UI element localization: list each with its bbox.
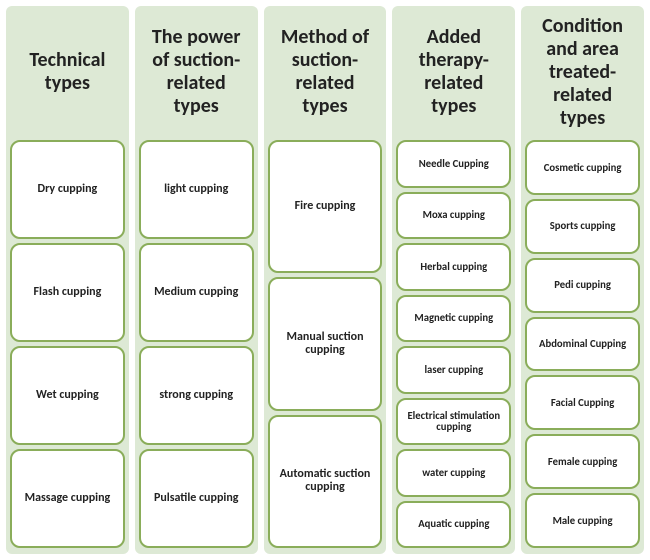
category-column: Condition and area treated-related types… (521, 6, 644, 554)
column-items: Fire cuppingManual suction cuppingAutoma… (268, 140, 383, 548)
type-item: water cupping (396, 449, 511, 497)
column-items: Cosmetic cuppingSports cuppingPedi cuppi… (525, 140, 640, 548)
column-items: Needle CuppingMoxa cuppingHerbal cupping… (396, 140, 511, 548)
type-item: Sports cupping (525, 199, 640, 254)
type-item: laser cupping (396, 346, 511, 394)
category-column: Technical typesDry cuppingFlash cuppingW… (6, 6, 129, 554)
type-item: Pulsatile cupping (139, 449, 254, 548)
type-item: Needle Cupping (396, 140, 511, 188)
type-item: Pedi cupping (525, 258, 640, 313)
type-item: Facial Cupping (525, 375, 640, 430)
type-item: light cupping (139, 140, 254, 239)
type-item: Wet cupping (10, 346, 125, 445)
column-items: light cuppingMedium cuppingstrong cuppin… (139, 140, 254, 548)
type-item: Flash cupping (10, 243, 125, 342)
type-item: Aquatic cupping (396, 501, 511, 549)
type-item: Dry cupping (10, 140, 125, 239)
column-header: Condition and area treated-related types (525, 10, 640, 140)
type-item: Manual suction cupping (268, 277, 383, 410)
type-item: Cosmetic cupping (525, 140, 640, 195)
column-items: Dry cuppingFlash cuppingWet cuppingMassa… (10, 140, 125, 548)
type-item: Moxa cupping (396, 192, 511, 240)
type-item: Medium cupping (139, 243, 254, 342)
type-item: Massage cupping (10, 449, 125, 548)
type-item: Magnetic cupping (396, 295, 511, 343)
column-header: Added therapy-related types (396, 10, 511, 140)
column-header: The power of suction-related types (139, 10, 254, 140)
type-item: strong cupping (139, 346, 254, 445)
category-column: Method of suction-related typesFire cupp… (264, 6, 387, 554)
type-item: Automatic suction cupping (268, 415, 383, 548)
type-item: Male cupping (525, 493, 640, 548)
type-item: Herbal cupping (396, 243, 511, 291)
category-column: The power of suction-related typeslight … (135, 6, 258, 554)
category-column: Added therapy-related typesNeedle Cuppin… (392, 6, 515, 554)
type-item: Fire cupping (268, 140, 383, 273)
column-header: Method of suction-related types (268, 10, 383, 140)
type-item: Female cupping (525, 434, 640, 489)
type-item: Electrical stimulation cupping (396, 398, 511, 446)
column-header: Technical types (10, 10, 125, 140)
type-item: Abdominal Cupping (525, 317, 640, 372)
